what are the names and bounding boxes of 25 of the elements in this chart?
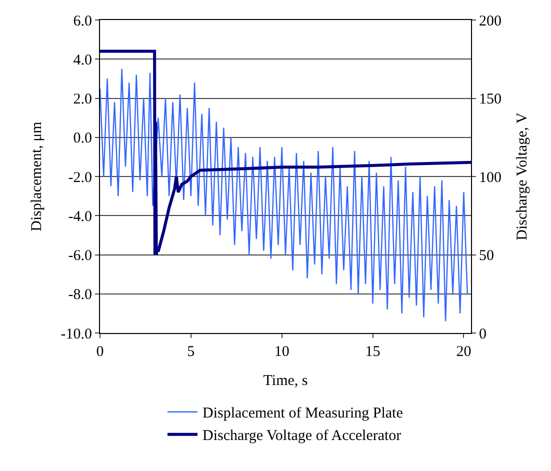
y2-tick-label: 50 [479,248,494,264]
line-series [100,68,468,322]
y-axis-title: Displacement, μm [29,121,45,232]
y-tick-label: 4.0 [73,52,92,68]
legend-label: Discharge Voltage of Accelerator [202,428,402,444]
y-tick-label: -8.0 [68,287,92,304]
y2-axis-title: Discharge Voltage, V [514,112,530,240]
x-tick-label: 15 [365,344,380,360]
x-tick-label: 5 [187,344,195,360]
x-tick-label: 10 [274,344,290,360]
y-tick-label: -10.0 [60,326,92,342]
y2-tick-label: 200 [479,13,502,30]
y-tick-label: -4.0 [68,208,92,225]
x-axis-title: Time, s [263,373,308,389]
y-tick-label: -2.0 [68,170,92,186]
y-tick-label: -6.0 [68,248,92,264]
y2-tick-label: 0 [479,326,486,342]
legend-label: Displacement of Measuring Plate [202,406,404,422]
y-tick-label: 0.0 [73,130,92,147]
x-tick-label: 0 [96,344,104,360]
y2-tick-label: 150 [479,92,502,108]
x-tick-label: 20 [456,344,472,360]
y-tick-label: 2.0 [73,92,92,108]
y2-tick-label: 100 [479,170,502,186]
y-tick-label: 6.0 [73,13,92,30]
